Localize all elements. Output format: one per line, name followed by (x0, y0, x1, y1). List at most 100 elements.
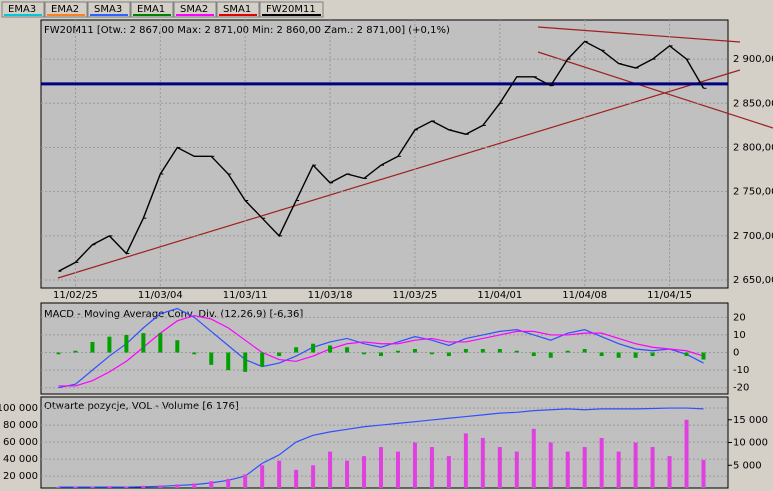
y-tick-label: 10 (733, 330, 746, 341)
bar (73, 350, 78, 353)
bar (633, 442, 638, 488)
legend-label: SMA3 (94, 4, 122, 15)
y-tick-label: -10 (733, 365, 749, 376)
bar (565, 451, 570, 488)
bar (633, 352, 638, 358)
bar (175, 484, 180, 488)
bar (497, 447, 502, 488)
bar (616, 352, 621, 358)
legend-item[interactable] (87, 1, 131, 18)
bar (90, 341, 95, 353)
y-tick-label: 60 000 (3, 437, 38, 448)
bar (582, 349, 587, 353)
bar (73, 486, 78, 488)
bar (379, 447, 383, 488)
y-tick-label: 100 000 (0, 403, 38, 414)
bar (175, 340, 180, 353)
x-tick-label: 11/04/01 (477, 290, 522, 301)
bar (141, 333, 146, 353)
x-tick-label: 11/03/04 (138, 290, 183, 301)
x-tick-label: 11/03/11 (223, 290, 268, 301)
legend-swatch (47, 14, 85, 16)
y-tick-label: 20 (733, 312, 746, 323)
price-panel (40, 19, 729, 289)
bar (226, 478, 231, 488)
y-tick-label: 2 800,00 (733, 142, 773, 153)
bar (599, 437, 604, 488)
bar (243, 352, 248, 372)
y-tick-label: 40 000 (3, 454, 38, 465)
bar (565, 350, 570, 353)
bar (124, 334, 129, 353)
bar (650, 447, 655, 488)
bar (480, 437, 485, 488)
y-tick-label: 2 900,00 (733, 54, 773, 65)
bar (701, 352, 706, 360)
bar (684, 419, 689, 488)
legend-label: EMA1 (137, 4, 165, 15)
bar (362, 456, 367, 488)
x-tick-label: 11/04/15 (647, 290, 692, 301)
bar (260, 352, 265, 367)
bar (514, 451, 519, 488)
bar (616, 451, 621, 488)
trendline (537, 26, 741, 43)
legend-item[interactable] (130, 1, 174, 18)
bar (328, 451, 333, 488)
bar (412, 442, 417, 488)
bar (684, 352, 689, 357)
legend-swatch (90, 14, 128, 16)
y-tick-label: 20 000 (3, 471, 38, 482)
legend-swatch (262, 14, 321, 16)
legend-item[interactable] (1, 1, 45, 18)
bar (412, 349, 417, 353)
legend-swatch (4, 14, 42, 16)
legend-swatch (133, 14, 171, 16)
bar (226, 352, 231, 371)
bar (446, 352, 451, 357)
bar (429, 447, 434, 488)
panel-title: MACD - Moving Average Conv. Div. (12,26,… (44, 309, 303, 320)
panel-title: FW20M11 [Otw.: 2 867,00 Max: 2 871,00 Mi… (44, 25, 450, 36)
legend-label: FW20M11 (266, 4, 316, 15)
legend-item[interactable] (173, 1, 217, 18)
trendlines (57, 26, 773, 279)
y2-tick-label: 5 000 (733, 460, 762, 471)
bar (599, 352, 604, 357)
y-tick-label: 2 650,00 (733, 275, 773, 286)
legend-label: SMA2 (180, 4, 208, 15)
bar (345, 460, 350, 488)
y-tick-label: 0 (733, 348, 739, 359)
bar (446, 456, 451, 488)
bar (90, 486, 95, 488)
bar (531, 428, 536, 488)
bar (124, 486, 129, 488)
x-tick-label: 11/03/18 (308, 290, 353, 301)
trendline (57, 69, 741, 279)
bar (650, 352, 655, 357)
bar (260, 465, 265, 488)
series-line (58, 407, 704, 488)
bar (582, 447, 587, 488)
bar (514, 350, 519, 353)
legend-item[interactable] (259, 1, 324, 18)
bar (192, 352, 197, 355)
bar (56, 487, 61, 488)
bar (395, 451, 400, 488)
bar (107, 486, 112, 488)
legend-item[interactable] (44, 1, 88, 18)
bar (192, 483, 197, 488)
trendline (537, 51, 773, 129)
legend-item[interactable] (216, 1, 260, 18)
bar (328, 345, 333, 353)
bar (480, 349, 485, 353)
bar (277, 352, 282, 357)
legend-swatch (176, 14, 214, 16)
bar (243, 474, 248, 488)
y2-tick-label: 15 000 (733, 415, 768, 426)
y2-tick-label: 10 000 (733, 438, 768, 449)
bar (158, 333, 163, 353)
bar (463, 349, 468, 353)
x-tick-label: 11/04/08 (562, 290, 607, 301)
